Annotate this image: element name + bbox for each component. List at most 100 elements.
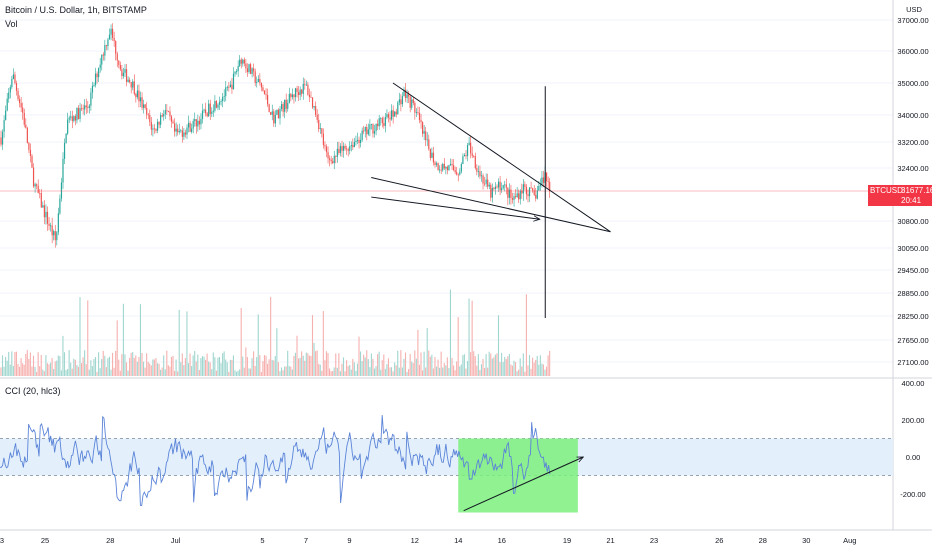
candle-body <box>138 90 140 102</box>
time-tick-label: 19 <box>563 536 571 545</box>
candle-body <box>329 158 331 160</box>
candle-body <box>437 163 439 171</box>
candle-body <box>91 85 94 93</box>
chart-grid <box>0 0 932 531</box>
candle-body <box>404 89 407 99</box>
candle-body <box>119 64 121 70</box>
volume-bar <box>276 328 278 376</box>
trendline-drawings[interactable] <box>371 82 611 318</box>
volume-bar <box>87 300 89 376</box>
volume-bar <box>260 371 262 376</box>
candle-body <box>471 153 473 156</box>
candle-body <box>501 188 503 191</box>
candle-body <box>373 131 376 134</box>
volume-bar <box>56 360 58 376</box>
candle-body <box>46 211 49 224</box>
price-tick-label: 30800.00 <box>897 217 928 226</box>
volume-bar <box>394 362 396 376</box>
candle-body <box>187 122 190 128</box>
candle-body <box>519 190 521 200</box>
time-tick-label: 30 <box>802 536 810 545</box>
candle-body <box>158 121 160 125</box>
candle-body <box>484 183 486 185</box>
volume-bar <box>170 356 172 376</box>
price-tick-label: 32400.00 <box>897 164 928 173</box>
volume-bar <box>287 350 289 376</box>
volume-bar <box>37 352 39 376</box>
volume-bar <box>491 358 493 376</box>
volume-bar <box>440 351 442 376</box>
volume-bar <box>32 355 35 376</box>
time-tick-label: 26 <box>715 536 723 545</box>
volume-bar <box>372 358 374 376</box>
candle-body <box>166 110 168 112</box>
price-axis[interactable]: USD 37000.00 36000.00 35000.00 34000.00 3320… <box>897 5 928 499</box>
volume-bar <box>395 365 397 376</box>
candle-body <box>124 69 126 73</box>
candle-body <box>395 111 397 115</box>
volume-bar <box>240 308 242 376</box>
candle-body <box>226 86 228 88</box>
price-tick-label: 34000.00 <box>897 111 928 120</box>
candle-body <box>3 120 5 132</box>
volume-bar <box>429 356 431 376</box>
volume-bar <box>25 353 27 376</box>
candle-body <box>366 127 368 135</box>
volume-bar <box>46 363 48 376</box>
volume-bar <box>471 300 473 376</box>
candle-body <box>9 87 11 93</box>
volume-bar <box>136 361 138 376</box>
volume-bar <box>456 361 458 376</box>
candle-body <box>29 149 32 156</box>
volume-bar <box>454 370 456 376</box>
volume-bar <box>380 369 382 376</box>
candle-body <box>406 94 408 99</box>
candle-body <box>363 130 365 132</box>
currency-label: USD <box>906 5 922 14</box>
volume-bar <box>459 366 461 376</box>
candle-body <box>249 64 252 74</box>
candle-body <box>228 86 230 88</box>
candle-body <box>324 145 326 147</box>
candle-body <box>505 184 507 188</box>
volume-bar <box>263 355 265 376</box>
candle-body <box>108 34 111 40</box>
candle-body <box>79 108 81 119</box>
candle-body <box>149 115 151 123</box>
volume-bar <box>353 362 355 376</box>
volume-bar <box>96 371 98 376</box>
time-axis[interactable]: 3 25 28 Jul 5 7 9 12 14 16 19 21 23 26 28 30 Aug <box>0 536 856 545</box>
volume-bar <box>347 366 349 376</box>
time-tick-label: 25 <box>41 536 49 545</box>
candle-body <box>155 129 157 131</box>
chart-title: Bitcoin / U.S. Dollar, 1h, BITSTAMP <box>5 5 147 15</box>
candle-body <box>422 122 424 134</box>
candle-body <box>248 64 250 73</box>
volume-bar <box>121 354 123 376</box>
time-tick-label: 3 <box>0 536 4 545</box>
volume-bar <box>367 359 369 376</box>
candle-body <box>479 171 481 177</box>
volume-bar <box>415 358 417 376</box>
volume-bar <box>51 358 53 376</box>
candle-body <box>445 166 447 169</box>
candle-body <box>215 101 218 108</box>
volume-bar <box>62 335 64 376</box>
volume-bar <box>316 350 318 376</box>
volume-bar <box>225 359 227 376</box>
volume-bar <box>271 359 273 376</box>
volume-bar <box>482 358 484 376</box>
price-tick-label: 29450.00 <box>897 266 928 275</box>
volume-bar <box>361 361 363 376</box>
last-price-tag: BTCUSD 31677.16 20:41 <box>868 185 932 206</box>
volume-bar <box>108 356 110 376</box>
candle-body <box>477 171 479 173</box>
time-tick-label: 12 <box>411 536 419 545</box>
volume-bar <box>411 361 413 376</box>
volume-bar <box>518 369 520 376</box>
candlesticks <box>0 23 551 248</box>
volume-bar <box>544 369 546 376</box>
candle-body <box>511 198 514 200</box>
candle-body <box>508 189 510 198</box>
